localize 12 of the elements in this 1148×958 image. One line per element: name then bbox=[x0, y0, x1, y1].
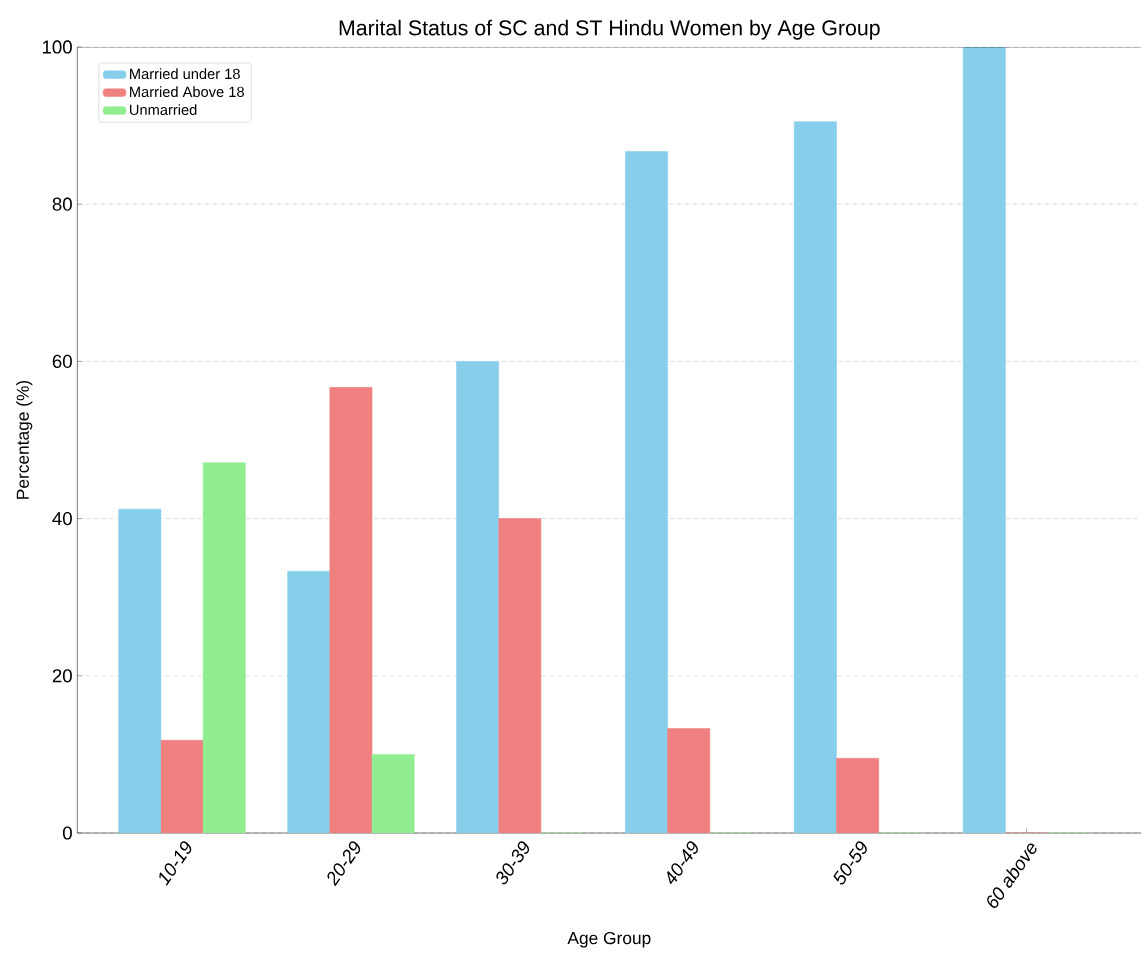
chart-title: Marital Status of SC and ST Hindu Women by Age Group bbox=[339, 19, 880, 40]
y-tick-label: 80 bbox=[52, 197, 72, 211]
y-tick-label: 40 bbox=[52, 511, 72, 526]
y-tick-label: 100 bbox=[42, 40, 72, 54]
y-tick-label: 20 bbox=[52, 669, 72, 683]
y-tick-label: 60 bbox=[52, 354, 72, 369]
legend-label: Married under 18 bbox=[130, 68, 240, 80]
y-tick-label: 0 bbox=[62, 826, 72, 840]
y-axis-title: Percentage (%) bbox=[16, 380, 33, 499]
legend-label: Married Above 18 bbox=[130, 86, 244, 98]
legend-label: Unmarried bbox=[129, 104, 197, 116]
x-axis-title: Age Group bbox=[567, 931, 651, 948]
